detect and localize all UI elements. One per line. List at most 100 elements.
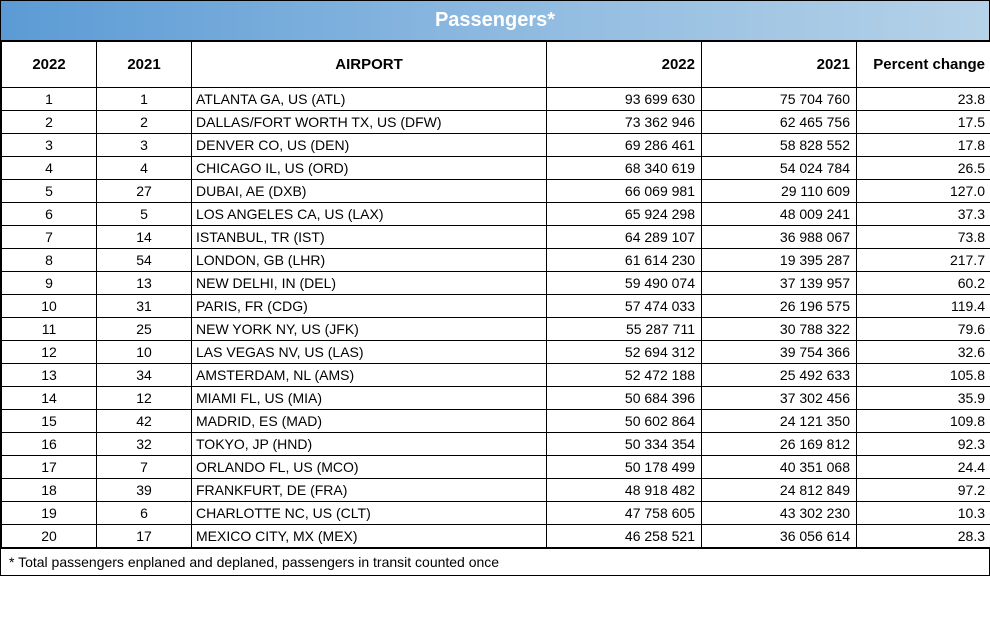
cell-airport: ATLANTA GA, US (ATL) — [192, 88, 547, 111]
cell-rank2022: 7 — [2, 226, 97, 249]
cell-rank2021: 42 — [97, 410, 192, 433]
cell-val2021: 39 754 366 — [702, 341, 857, 364]
cell-val2022: 50 178 499 — [547, 456, 702, 479]
cell-rank2021: 5 — [97, 203, 192, 226]
cell-val2022: 47 758 605 — [547, 502, 702, 525]
cell-rank2022: 19 — [2, 502, 97, 525]
cell-rank2021: 10 — [97, 341, 192, 364]
table-row: 22DALLAS/FORT WORTH TX, US (DFW)73 362 9… — [2, 111, 990, 134]
table-row: 714ISTANBUL, TR (IST)64 289 10736 988 06… — [2, 226, 990, 249]
cell-val2022: 59 490 074 — [547, 272, 702, 295]
cell-rank2021: 34 — [97, 364, 192, 387]
cell-pct: 109.8 — [857, 410, 990, 433]
cell-airport: CHICAGO IL, US (ORD) — [192, 157, 547, 180]
cell-pct: 92.3 — [857, 433, 990, 456]
cell-val2022: 93 699 630 — [547, 88, 702, 111]
cell-airport: CHARLOTTE NC, US (CLT) — [192, 502, 547, 525]
cell-pct: 119.4 — [857, 295, 990, 318]
cell-pct: 60.2 — [857, 272, 990, 295]
cell-rank2022: 20 — [2, 525, 97, 548]
header-row: 2022 2021 AIRPORT 2022 2021 Percent chan… — [2, 42, 990, 88]
header-airport: AIRPORT — [192, 42, 547, 88]
cell-rank2021: 7 — [97, 456, 192, 479]
cell-val2021: 40 351 068 — [702, 456, 857, 479]
cell-pct: 35.9 — [857, 387, 990, 410]
table-row: 527DUBAI, AE (DXB)66 069 98129 110 60912… — [2, 180, 990, 203]
cell-rank2022: 9 — [2, 272, 97, 295]
cell-airport: MADRID, ES (MAD) — [192, 410, 547, 433]
cell-rank2022: 10 — [2, 295, 97, 318]
cell-airport: NEW DELHI, IN (DEL) — [192, 272, 547, 295]
cell-airport: AMSTERDAM, NL (AMS) — [192, 364, 547, 387]
cell-pct: 10.3 — [857, 502, 990, 525]
table-row: 33DENVER CO, US (DEN)69 286 46158 828 55… — [2, 134, 990, 157]
cell-val2022: 66 069 981 — [547, 180, 702, 203]
cell-val2021: 26 196 575 — [702, 295, 857, 318]
cell-rank2021: 13 — [97, 272, 192, 295]
cell-airport: LOS ANGELES CA, US (LAX) — [192, 203, 547, 226]
header-rank2022: 2022 — [2, 42, 97, 88]
cell-pct: 17.8 — [857, 134, 990, 157]
cell-rank2022: 14 — [2, 387, 97, 410]
cell-rank2021: 27 — [97, 180, 192, 203]
cell-rank2022: 8 — [2, 249, 97, 272]
cell-airport: LONDON, GB (LHR) — [192, 249, 547, 272]
cell-rank2022: 1 — [2, 88, 97, 111]
cell-rank2022: 4 — [2, 157, 97, 180]
cell-val2022: 50 334 354 — [547, 433, 702, 456]
cell-rank2021: 12 — [97, 387, 192, 410]
cell-val2021: 43 302 230 — [702, 502, 857, 525]
cell-val2021: 25 492 633 — [702, 364, 857, 387]
cell-val2022: 65 924 298 — [547, 203, 702, 226]
cell-val2021: 24 812 849 — [702, 479, 857, 502]
cell-pct: 127.0 — [857, 180, 990, 203]
cell-pct: 24.4 — [857, 456, 990, 479]
cell-val2021: 36 988 067 — [702, 226, 857, 249]
cell-pct: 79.6 — [857, 318, 990, 341]
cell-airport: NEW YORK NY, US (JFK) — [192, 318, 547, 341]
cell-val2021: 24 121 350 — [702, 410, 857, 433]
cell-val2022: 61 614 230 — [547, 249, 702, 272]
table-row: 65LOS ANGELES CA, US (LAX)65 924 29848 0… — [2, 203, 990, 226]
table-row: 44CHICAGO IL, US (ORD)68 340 61954 024 7… — [2, 157, 990, 180]
cell-airport: DENVER CO, US (DEN) — [192, 134, 547, 157]
cell-rank2021: 6 — [97, 502, 192, 525]
cell-val2022: 52 472 188 — [547, 364, 702, 387]
cell-val2021: 54 024 784 — [702, 157, 857, 180]
cell-airport: MEXICO CITY, MX (MEX) — [192, 525, 547, 548]
cell-rank2022: 6 — [2, 203, 97, 226]
cell-pct: 26.5 — [857, 157, 990, 180]
table-row: 1334AMSTERDAM, NL (AMS)52 472 18825 492 … — [2, 364, 990, 387]
cell-val2021: 29 110 609 — [702, 180, 857, 203]
cell-rank2021: 17 — [97, 525, 192, 548]
cell-val2021: 37 302 456 — [702, 387, 857, 410]
cell-airport: DALLAS/FORT WORTH TX, US (DFW) — [192, 111, 547, 134]
cell-pct: 217.7 — [857, 249, 990, 272]
header-val2021: 2021 — [702, 42, 857, 88]
table-row: 196CHARLOTTE NC, US (CLT)47 758 60543 30… — [2, 502, 990, 525]
passengers-table: 2022 2021 AIRPORT 2022 2021 Percent chan… — [1, 41, 990, 548]
cell-airport: MIAMI FL, US (MIA) — [192, 387, 547, 410]
cell-rank2022: 5 — [2, 180, 97, 203]
cell-val2021: 48 009 241 — [702, 203, 857, 226]
cell-val2022: 46 258 521 — [547, 525, 702, 548]
cell-rank2021: 39 — [97, 479, 192, 502]
cell-val2021: 26 169 812 — [702, 433, 857, 456]
cell-val2022: 52 694 312 — [547, 341, 702, 364]
cell-val2022: 50 602 864 — [547, 410, 702, 433]
cell-airport: PARIS, FR (CDG) — [192, 295, 547, 318]
cell-pct: 73.8 — [857, 226, 990, 249]
table-title: Passengers* — [1, 1, 989, 41]
cell-rank2021: 14 — [97, 226, 192, 249]
cell-rank2022: 2 — [2, 111, 97, 134]
cell-val2021: 36 056 614 — [702, 525, 857, 548]
cell-rank2021: 31 — [97, 295, 192, 318]
table-row: 2017MEXICO CITY, MX (MEX)46 258 52136 05… — [2, 525, 990, 548]
cell-pct: 105.8 — [857, 364, 990, 387]
cell-val2021: 62 465 756 — [702, 111, 857, 134]
cell-val2021: 30 788 322 — [702, 318, 857, 341]
cell-rank2022: 11 — [2, 318, 97, 341]
cell-val2022: 64 289 107 — [547, 226, 702, 249]
cell-val2021: 37 139 957 — [702, 272, 857, 295]
table-row: 11ATLANTA GA, US (ATL)93 699 63075 704 7… — [2, 88, 990, 111]
